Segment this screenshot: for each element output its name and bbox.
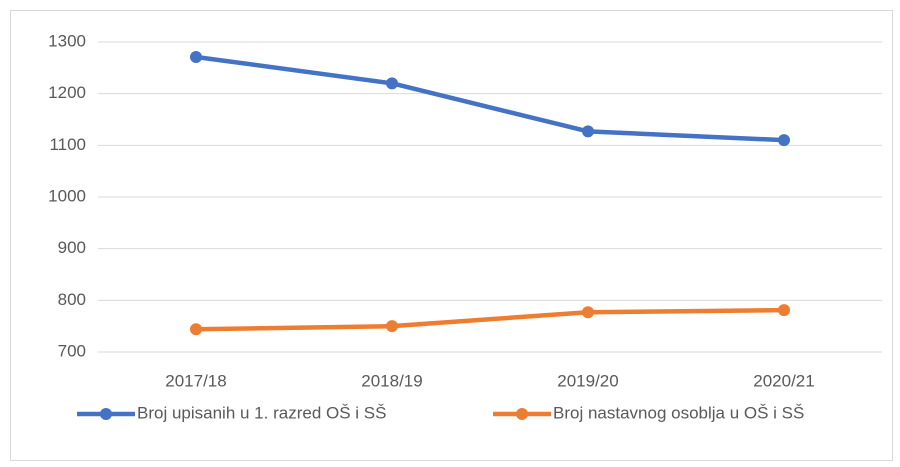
x-tick-label: 2019/20 — [557, 371, 618, 390]
y-tick-label: 800 — [58, 290, 86, 309]
y-tick-label: 1300 — [48, 31, 86, 50]
y-tick-label: 900 — [58, 238, 86, 257]
series-line — [195, 307, 785, 332]
x-tick-label: 2017/18 — [165, 371, 226, 390]
chart-frame — [10, 10, 893, 461]
legend-marker — [516, 408, 528, 420]
y-tick-label: 1100 — [49, 135, 86, 154]
y-tick-label: 700 — [58, 341, 86, 360]
y-tick-label: 1200 — [48, 83, 86, 102]
point-marker — [778, 304, 790, 317]
point-marker — [778, 134, 790, 147]
x-tick-label: 2020/21 — [753, 371, 814, 390]
legend-label: Broj upisanih u 1. razred OŠ i SŠ — [137, 403, 386, 422]
point-marker — [582, 125, 594, 138]
point-marker — [386, 77, 398, 90]
point-marker — [190, 323, 202, 336]
series-line — [195, 54, 785, 143]
point-marker — [386, 320, 398, 333]
point-marker — [190, 50, 202, 63]
legend-label: Broj nastavnog osoblja u OŠ i SŠ — [553, 403, 804, 422]
x-tick-label: 2018/19 — [361, 371, 422, 390]
legend-marker — [100, 408, 112, 420]
point-marker — [582, 306, 594, 319]
y-tick-label: 1000 — [48, 186, 86, 205]
